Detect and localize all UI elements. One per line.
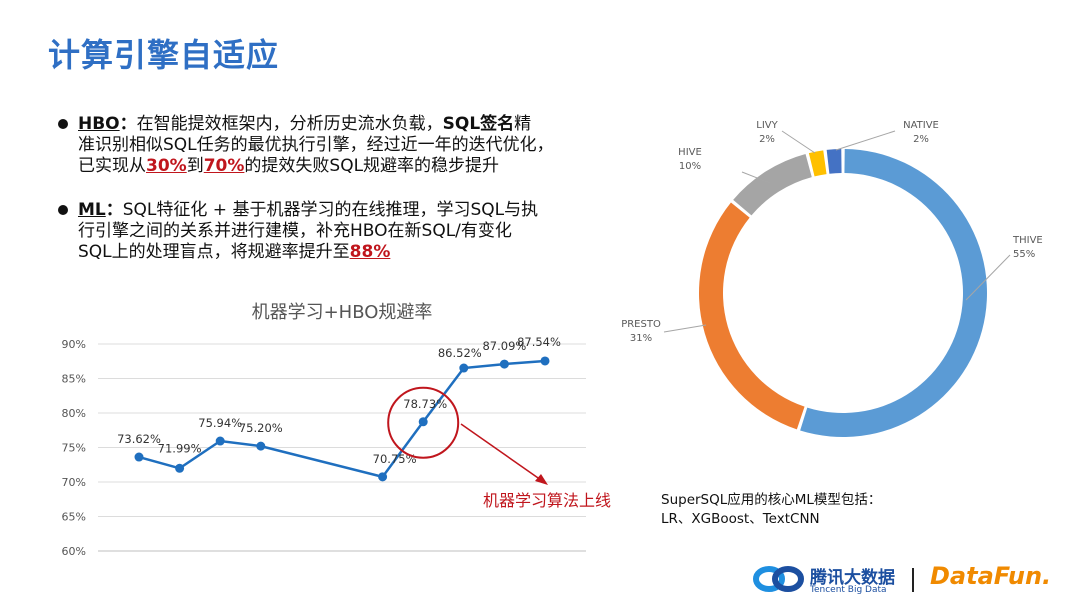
data-label: 71.99% bbox=[158, 441, 202, 455]
tencent-brand-cn: 腾讯大数据 bbox=[810, 568, 895, 588]
ml-line-3: SQL上的处理盲点，将规避率提升至 bbox=[78, 242, 350, 262]
page-title: 计算引擎自适应 bbox=[48, 36, 280, 74]
data-point bbox=[215, 436, 225, 446]
brand-separator bbox=[912, 568, 914, 592]
data-point bbox=[418, 417, 428, 427]
ml-keyword: ML bbox=[78, 200, 106, 220]
bullet-ml-text: ML：SQL特征化 + 基于机器学习的在线推理，学习SQL与执 行引擎之间的关系… bbox=[78, 200, 578, 263]
donut-slice-native bbox=[826, 149, 842, 174]
annotation-arrow-line bbox=[460, 423, 542, 481]
data-label: 87.09% bbox=[482, 339, 526, 353]
bullet-ml: ML：SQL特征化 + 基于机器学习的在线推理，学习SQL与执 行引擎之间的关系… bbox=[58, 200, 578, 263]
bullet-hbo: HBO：在智能提效框架内，分析历史流水负载，SQL签名精 准识别相似SQL任务的… bbox=[58, 114, 578, 177]
bullet-dot bbox=[58, 205, 68, 215]
hbo-text-1: 在智能提效框架内，分析历史流水负载， bbox=[136, 114, 443, 134]
data-label: 75.94% bbox=[198, 416, 242, 430]
hbo-text-3: 已实现从 bbox=[78, 156, 146, 176]
slice-value-label: 10% bbox=[679, 161, 701, 172]
hbo-line-2: 准识别相似SQL任务的最优执行引擎，经过近一年的迭代优化， bbox=[78, 135, 554, 155]
slice-name-label: THIVE bbox=[1012, 235, 1043, 246]
slice-value-label: 31% bbox=[630, 333, 652, 344]
y-tick-label: 65% bbox=[62, 511, 86, 524]
ml-colon: ： bbox=[105, 200, 123, 220]
hbo-keyword: HBO bbox=[78, 114, 120, 134]
slice-value-label: 2% bbox=[913, 134, 929, 145]
hbo-mid: 到 bbox=[186, 156, 204, 176]
leader-line bbox=[741, 171, 771, 184]
data-point bbox=[175, 463, 185, 473]
data-point bbox=[378, 472, 388, 482]
data-point bbox=[256, 441, 266, 451]
note-line-1: SuperSQL应用的核心ML模型包括： bbox=[661, 492, 882, 508]
leader-line bbox=[663, 324, 707, 333]
annotation-arrow-head-icon bbox=[535, 474, 548, 485]
y-tick-label: 90% bbox=[62, 338, 86, 351]
highlight-circle bbox=[387, 386, 460, 459]
slice-name-label: PRESTO bbox=[621, 319, 661, 330]
leader-line bbox=[781, 130, 816, 154]
sql-signature-keyword: SQL签名 bbox=[442, 114, 515, 134]
ml-line-2: 行引擎之间的关系并进行建模，补充HBO在新SQL/有变化 bbox=[78, 221, 512, 241]
data-point bbox=[540, 356, 550, 366]
ml-value-88: 88% bbox=[349, 242, 391, 262]
annotation-text: 机器学习算法上线 bbox=[483, 491, 611, 510]
data-point bbox=[134, 452, 144, 462]
slice-name-label: LIVY bbox=[756, 120, 778, 131]
note-line-2: LR、XGBoost、TextCNN bbox=[661, 511, 820, 527]
bullet-hbo-text: HBO：在智能提效框架内，分析历史流水负载，SQL签名精 准识别相似SQL任务的… bbox=[78, 114, 578, 177]
tencent-brand-en: Tencent Big Data bbox=[810, 585, 887, 595]
hbo-value-30: 30% bbox=[146, 156, 187, 176]
donut-slice-thive bbox=[800, 149, 987, 437]
slice-value-label: 55% bbox=[1013, 249, 1035, 260]
data-label: 87.54% bbox=[517, 335, 561, 349]
y-tick-label: 60% bbox=[62, 545, 86, 558]
y-tick-label: 80% bbox=[62, 407, 86, 420]
datafun-logo: DataFun. bbox=[930, 562, 1052, 590]
hbo-text-2: 精 bbox=[514, 114, 532, 134]
hbo-colon: ： bbox=[119, 114, 137, 134]
leader-line bbox=[965, 254, 1011, 301]
data-label: 75.20% bbox=[239, 421, 283, 435]
slice-value-label: 2% bbox=[759, 134, 775, 145]
y-tick-label: 75% bbox=[62, 442, 86, 455]
leader-line bbox=[835, 130, 896, 151]
hbo-value-70: 70% bbox=[203, 156, 245, 176]
donut-slice-presto bbox=[698, 202, 805, 430]
line-chart-title: 机器学习+HBO规避率 bbox=[252, 302, 433, 323]
data-label: 78.73% bbox=[403, 397, 447, 411]
data-label: 73.62% bbox=[117, 432, 161, 446]
bullet-dot bbox=[58, 119, 68, 129]
slice-name-label: NATIVE bbox=[903, 120, 939, 131]
donut-slice-hive bbox=[733, 153, 812, 216]
ml-models-note: SuperSQL应用的核心ML模型包括： LR、XGBoost、TextCNN bbox=[661, 491, 881, 529]
y-tick-label: 85% bbox=[62, 373, 86, 386]
data-point bbox=[499, 359, 509, 369]
data-label: 70.75% bbox=[373, 452, 417, 466]
tencent-logo-icon bbox=[753, 566, 804, 592]
slice-name-label: HIVE bbox=[678, 147, 702, 158]
donut-slice-livy bbox=[808, 150, 827, 177]
hbo-text-4: 的提效失败SQL规避率的稳步提升 bbox=[244, 156, 500, 176]
data-point bbox=[459, 363, 469, 373]
y-tick-label: 70% bbox=[62, 476, 86, 489]
data-label: 86.52% bbox=[438, 346, 482, 360]
ml-line-1: SQL特征化 + 基于机器学习的在线推理，学习SQL与执 bbox=[122, 200, 539, 220]
